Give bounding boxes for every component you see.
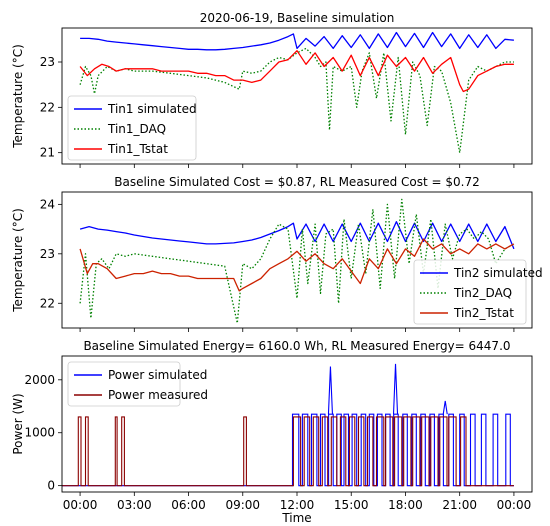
x-axis-label: Time (281, 511, 311, 525)
series-line-power-simulated (62, 413, 514, 487)
legend-box (413, 259, 527, 325)
power-spike (327, 366, 333, 415)
x-tick-label: 09:00 (225, 498, 260, 512)
axes-frame (61, 191, 533, 329)
legend-box (67, 95, 197, 161)
legend-label: Tin2_Tstat (453, 306, 514, 320)
legend-label: Power simulated (108, 368, 207, 382)
y-axis-label: Temperature (°C) (11, 208, 25, 313)
legend: Tin1 simulated Tin1_DAQ Tin1_Tstat (67, 95, 197, 161)
y-axis-label: Temperature (°C) (11, 44, 25, 149)
x-tick-label: 00:00 (63, 498, 98, 512)
y-tick-label: 23 (40, 247, 55, 261)
axes-frame (61, 27, 533, 165)
y-axis-label: Power (W) (11, 393, 25, 454)
series-line-tin1-daq (79, 47, 514, 154)
axes-frame (61, 355, 533, 493)
y-tick-label: 2000 (24, 373, 55, 387)
y-tick-label: 21 (40, 146, 55, 160)
x-tick-label: 12:00 (280, 498, 315, 512)
axes-title: 2020-06-19, Baseline simulation (200, 11, 395, 25)
x-tick-label: 18:00 (388, 498, 423, 512)
legend-label: Tin1 simulated (107, 102, 197, 116)
legend: Power simulated Power measured (67, 361, 208, 407)
y-tick-label: 24 (40, 197, 55, 211)
legend-label: Tin2_DAQ (453, 286, 512, 300)
series-line-tin2-tstat (79, 238, 515, 292)
series-line-tin1-simulated (80, 31, 514, 51)
middle-temperature-axes: Baseline Simulated Cost = $0.87, RL Meas… (11, 175, 543, 332)
legend-label: Tin2 simulated (453, 266, 543, 280)
y-tick-label: 22 (40, 100, 55, 114)
power-spike (442, 400, 448, 415)
axes-title: Baseline Simulated Cost = $0.87, RL Meas… (114, 175, 479, 189)
plot-area (62, 363, 514, 487)
x-tick-label: 06:00 (171, 498, 206, 512)
y-tick-label: 22 (40, 296, 55, 310)
bottom-power-axes: Baseline Simulated Energy= 6160.0 Wh, RL… (11, 339, 533, 525)
plot-area (79, 31, 514, 154)
y-tick-label: 0 (47, 479, 55, 493)
series-line-tin2-daq (79, 198, 515, 324)
plot-area (79, 198, 515, 324)
y-tick-label: 1000 (24, 426, 55, 440)
series-line-power-measured (62, 416, 514, 487)
series-line-tin2-simulated (79, 221, 515, 250)
legend-label: Power measured (108, 388, 208, 402)
legend-label: Tin1_Tstat (107, 142, 168, 156)
power-spike (392, 363, 399, 415)
x-tick-label: 03:00 (117, 498, 152, 512)
x-tick-label: 00:00 (497, 498, 532, 512)
x-tick-label: 15:00 (334, 498, 369, 512)
x-tick-label: 21:00 (442, 498, 477, 512)
series-line-tin1-tstat (79, 50, 514, 93)
axes-title: Baseline Simulated Energy= 6160.0 Wh, RL… (83, 339, 510, 353)
top-temperature-axes: 2020-06-19, Baseline simulation 21 22 23 Tem… (11, 11, 533, 168)
legend-label: Tin1_DAQ (107, 122, 166, 136)
legend: Tin2 simulated Tin2_DAQ Tin2_Tstat (413, 259, 543, 325)
y-tick-label: 23 (40, 55, 55, 69)
